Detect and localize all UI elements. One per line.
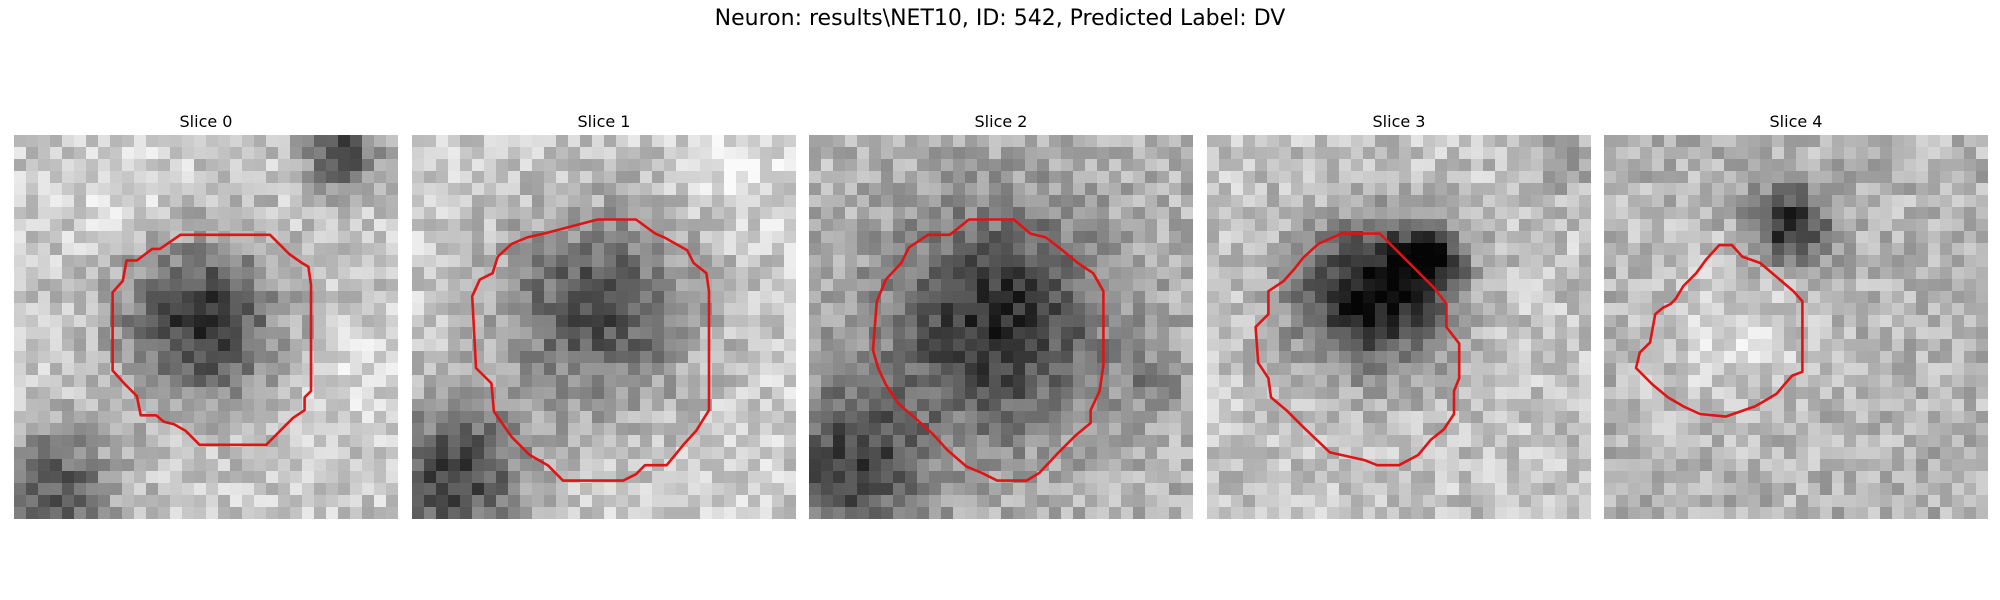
roi-contour [470, 218, 711, 482]
slice-image-1 [412, 135, 796, 519]
roi-contour [871, 218, 1105, 482]
figure-title: Neuron: results\NET10, ID: 542, Predicte… [714, 6, 1286, 31]
slice-title: Slice 2 [974, 112, 1028, 131]
slice-image-2 [809, 135, 1193, 519]
roi-contour [111, 233, 313, 447]
slice-title: Slice 0 [179, 112, 233, 131]
slice-title: Slice 1 [577, 112, 631, 131]
slice-image-3 [1207, 135, 1591, 519]
roi-contour [1634, 243, 1804, 418]
slice-image-0 [14, 135, 398, 519]
roi-contour [1254, 232, 1461, 467]
slice-title: Slice 4 [1769, 112, 1823, 131]
slice-title: Slice 3 [1372, 112, 1426, 131]
slice-image-4 [1604, 135, 1988, 519]
